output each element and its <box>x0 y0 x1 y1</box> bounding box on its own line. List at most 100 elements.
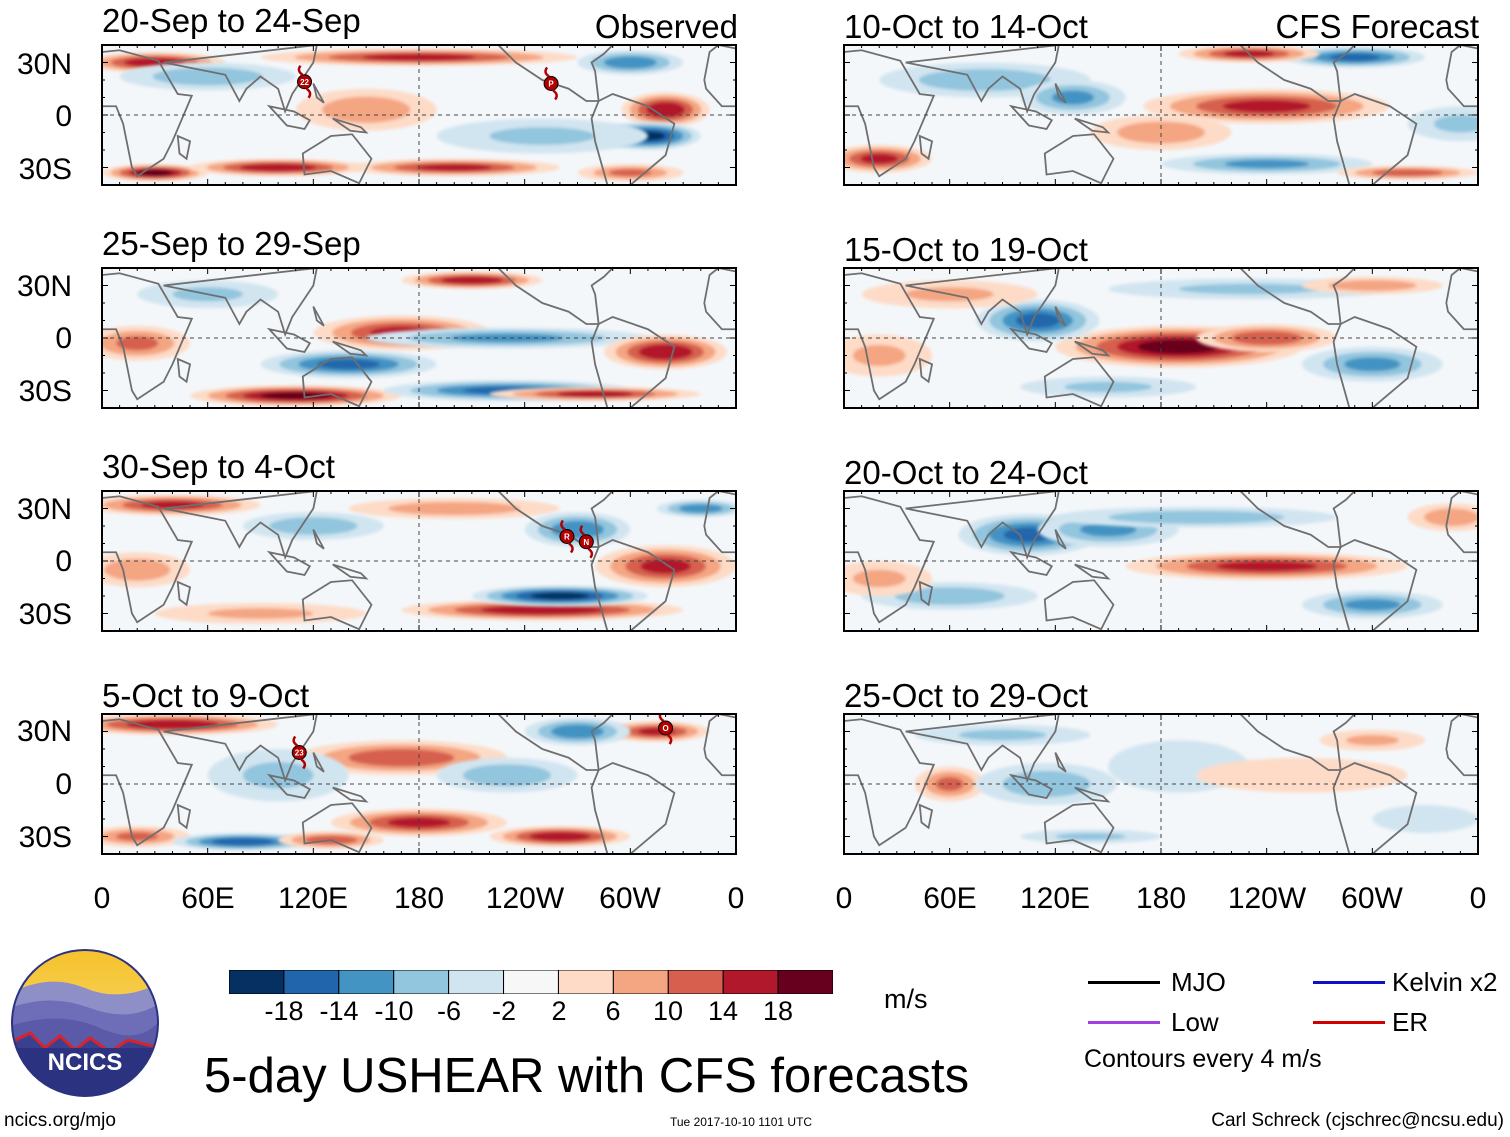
shear-feature-4 <box>119 62 296 91</box>
shear-feature-8 <box>489 826 631 847</box>
colorbar <box>229 970 833 994</box>
shear-band-5-2 <box>1178 283 1320 295</box>
shear-band-5-1 <box>1196 757 1408 793</box>
storm-marker-2: O <box>658 714 674 745</box>
observed-label: Observed <box>594 8 738 45</box>
shear-feature-10 <box>172 833 314 851</box>
shear-band-4-2 <box>152 67 263 86</box>
lon-label-right-180: 180 <box>1135 882 1187 915</box>
shear-band-7-2 <box>1424 508 1478 526</box>
coastline-7 <box>1054 529 1067 550</box>
lon-label-right-0: 0 <box>835 882 853 915</box>
storm-marker-1: 22 <box>297 64 313 99</box>
colorbar-label-4: -6 <box>436 996 461 1026</box>
storm-icon <box>543 76 559 91</box>
storm-marker-1: 23 <box>291 735 307 770</box>
colorbar-swatch-2 <box>283 970 340 994</box>
coastline-8 <box>1445 45 1478 108</box>
coastline-5 <box>1043 356 1115 408</box>
coastline-10 <box>1332 539 1418 631</box>
shear-feature-3 <box>524 717 631 746</box>
lon-label-left-120w: 120W <box>485 882 565 915</box>
shear-feature-6 <box>1319 729 1426 751</box>
panel-title-1: 20-Sep to 24-Sep <box>102 2 361 39</box>
coastline-6 <box>1074 340 1111 357</box>
lon-label-left-360: 0 <box>727 882 745 915</box>
legend-line-er <box>1313 1021 1385 1024</box>
shear-field-4: 23 O <box>102 714 736 854</box>
shear-feature-8 <box>260 350 437 379</box>
coastline-6 <box>332 117 369 134</box>
coastlines <box>102 714 736 854</box>
lat-label-0-4: 0 <box>55 768 72 801</box>
shear-band-4-2 <box>918 69 1051 91</box>
map-panel-4: 23 O <box>102 714 736 854</box>
shear-band-5-2 <box>1108 510 1285 524</box>
storm-icon <box>291 745 307 760</box>
shear-band-11-2 <box>489 127 596 145</box>
coastline-4 <box>1008 773 1054 800</box>
storm-icon <box>297 74 313 90</box>
storm-arm <box>300 758 307 770</box>
coastline-3 <box>905 491 1060 561</box>
shear-field-1: 22 P <box>102 45 736 185</box>
colorbar-label-2: -14 <box>319 996 359 1026</box>
lon-label-right-60e: 60E <box>923 882 977 915</box>
shear-feature-7 <box>401 599 684 621</box>
coastline-10 <box>1332 762 1418 854</box>
storm-icon <box>578 534 594 550</box>
coastline-1 <box>102 272 194 401</box>
shear-band-3-2 <box>269 517 358 535</box>
shear-feature-12 <box>577 164 684 182</box>
storm-arm <box>292 735 298 747</box>
shear-band-8-2 <box>852 569 906 588</box>
shear-feature-5 <box>295 88 437 131</box>
lat-label-30s-2: 30S <box>18 375 72 408</box>
shear-band-10-4 <box>212 837 274 846</box>
storm-label: O <box>662 724 668 733</box>
shear-feature-9 <box>656 499 736 518</box>
lat-label-30n-2: 30N <box>16 270 72 303</box>
shear-field-5 <box>844 45 1478 185</box>
coastline-10 <box>590 762 676 854</box>
coastline-1 <box>102 49 194 178</box>
storm-label: P <box>548 80 554 89</box>
coastline-3 <box>905 714 1060 784</box>
shear-feature-4 <box>366 327 648 349</box>
coastline-1 <box>844 272 936 401</box>
shear-feature-10 <box>489 387 701 401</box>
shear-band-7-5 <box>260 392 331 400</box>
coastline-5 <box>301 579 373 631</box>
coastline-1 <box>844 718 936 847</box>
storm-arm <box>568 542 574 554</box>
coastline-8 <box>703 714 736 777</box>
coastline-6 <box>332 786 369 803</box>
coastline-8 <box>703 491 736 554</box>
shear-band-4-3 <box>450 333 564 343</box>
shear-field-8 <box>844 714 1478 854</box>
coastline-3 <box>163 268 318 338</box>
shear-field-7 <box>844 491 1478 631</box>
lon-label-right-60w: 60W <box>1341 882 1403 915</box>
panel-title-6: 15-Oct to 19-Oct <box>844 231 1088 268</box>
coastline-5 <box>1043 133 1115 185</box>
shear-band-7-4 <box>480 605 604 615</box>
storm-label: 23 <box>295 749 304 758</box>
shear-band-3-2 <box>958 729 1047 741</box>
panel-title-4: 5-Oct to 9-Oct <box>102 677 310 714</box>
storm-marker-1: R <box>559 519 575 554</box>
map-panel-8 <box>844 714 1478 854</box>
shear-band-8-5 <box>530 592 590 600</box>
coastline-7 <box>1054 306 1067 327</box>
coastlines <box>102 45 736 185</box>
map-panel-5 <box>844 45 1478 185</box>
coastline-5 <box>301 356 373 408</box>
coastline-8 <box>703 45 736 108</box>
lon-label-left-180: 180 <box>393 882 445 915</box>
shear-feature-8 <box>471 585 648 607</box>
footer-credit: Carl Schreck (cjschrec@ncsu.edu) <box>1211 1110 1504 1131</box>
lat-label-30n-4: 30N <box>16 715 72 748</box>
shear-band-7-4 <box>860 153 899 164</box>
coastline-5 <box>301 133 373 185</box>
coastline-4 <box>1008 327 1054 354</box>
